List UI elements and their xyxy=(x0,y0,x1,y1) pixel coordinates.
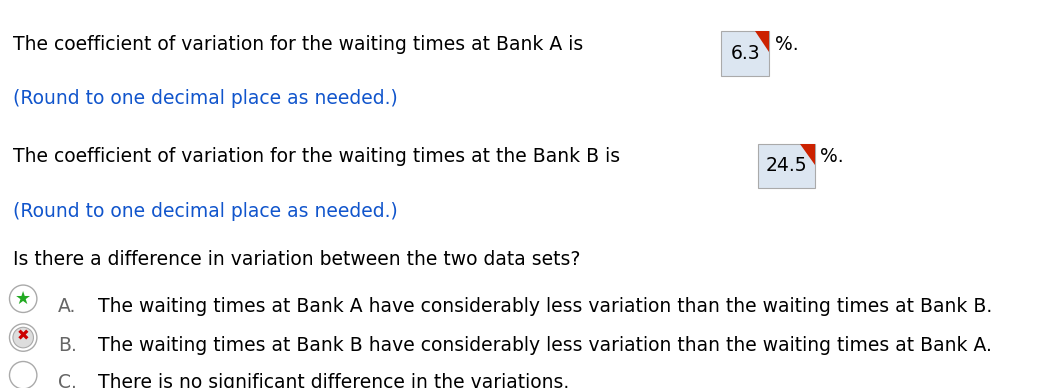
Text: %.: %. xyxy=(775,35,798,54)
Ellipse shape xyxy=(9,324,37,351)
Text: (Round to one decimal place as needed.): (Round to one decimal place as needed.) xyxy=(13,89,397,108)
FancyBboxPatch shape xyxy=(721,31,769,76)
Text: There is no significant difference in the variations.: There is no significant difference in th… xyxy=(86,373,569,388)
Polygon shape xyxy=(755,31,769,52)
Ellipse shape xyxy=(9,285,37,312)
FancyBboxPatch shape xyxy=(758,144,815,188)
Text: ✖: ✖ xyxy=(17,329,30,343)
Text: The waiting times at Bank A have considerably less variation than the waiting ti: The waiting times at Bank A have conside… xyxy=(86,297,993,316)
Ellipse shape xyxy=(9,362,37,388)
Polygon shape xyxy=(800,144,815,165)
Text: C.: C. xyxy=(58,373,77,388)
Text: %.: %. xyxy=(820,147,843,166)
Text: B.: B. xyxy=(58,336,77,355)
Text: 6.3: 6.3 xyxy=(730,44,760,63)
Text: A.: A. xyxy=(58,297,76,316)
Text: The waiting times at Bank B have considerably less variation than the waiting ti: The waiting times at Bank B have conside… xyxy=(86,336,992,355)
Text: The coefficient of variation for the waiting times at the Bank B is: The coefficient of variation for the wai… xyxy=(13,147,626,166)
Text: The coefficient of variation for the waiting times at Bank A is: The coefficient of variation for the wai… xyxy=(13,35,589,54)
Text: (Round to one decimal place as needed.): (Round to one decimal place as needed.) xyxy=(13,202,397,221)
Text: ★: ★ xyxy=(15,290,32,308)
Text: Is there a difference in variation between the two data sets?: Is there a difference in variation betwe… xyxy=(13,250,580,269)
Ellipse shape xyxy=(13,327,34,348)
Text: 24.5: 24.5 xyxy=(765,156,807,175)
